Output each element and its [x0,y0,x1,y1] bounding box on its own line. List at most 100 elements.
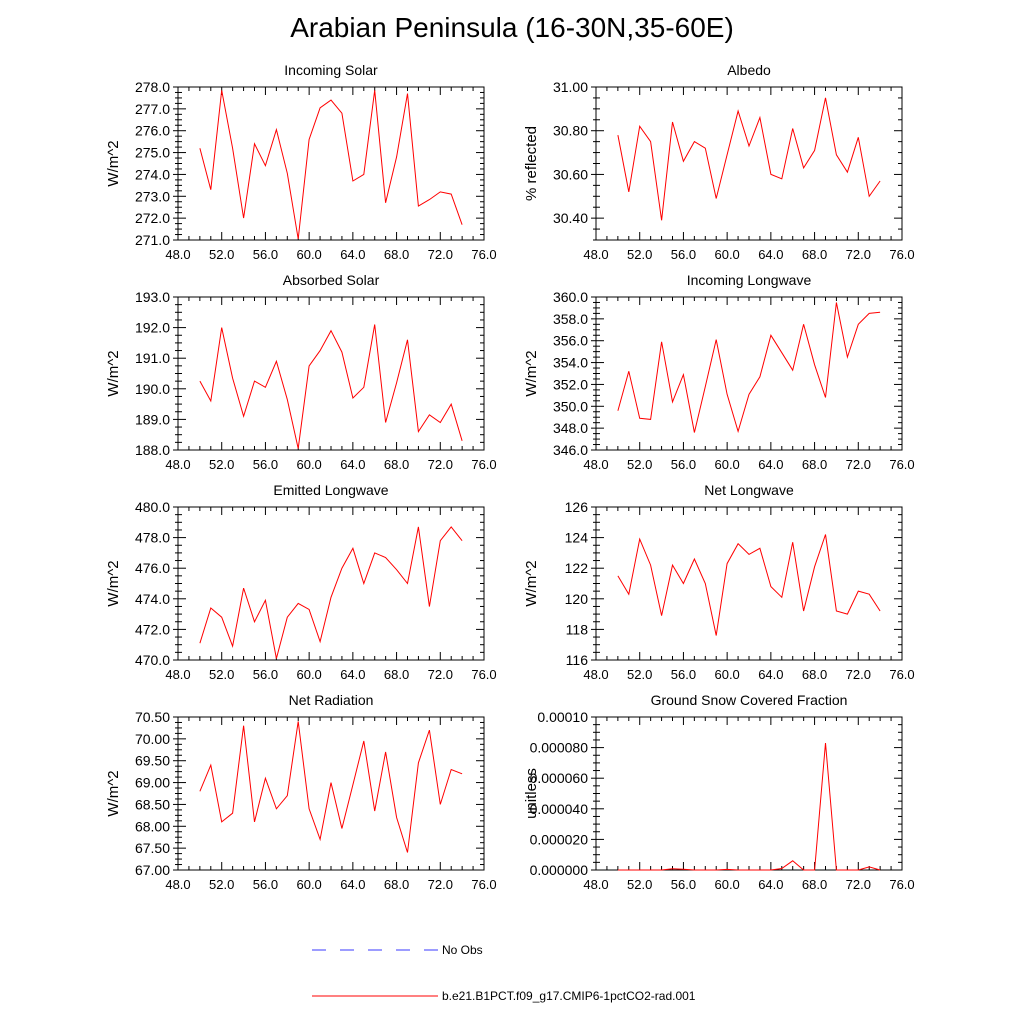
y-tick-label: 273.0 [135,188,170,204]
panel-absorbed-solar: Absorbed Solar W/m^2 48.0 52.0 56.0 60.0 64.0 6… [105,272,497,472]
x-tick-label: 60.0 [714,247,739,262]
y-tick-label: 30.60 [553,166,588,182]
x-tick-label: 72.0 [428,667,453,682]
x-tick-label: 68.0 [384,247,409,262]
y-tick-label: 67.00 [135,862,170,878]
x-tick-label: 56.0 [671,457,696,472]
x-tick-label: 60.0 [296,247,321,262]
x-tick-label: 76.0 [471,667,496,682]
y-tick-label: 191.0 [135,350,170,366]
y-tick-label: 118 [566,621,589,637]
panel-ground-snow-covered-fraction: Ground Snow Covered Fraction unitless 48.0… [523,692,915,892]
y-tick-label: 271.0 [135,232,170,248]
x-tick-label: 64.0 [340,667,365,682]
x-tick-label: 48.0 [165,247,190,262]
y-tick-label: 346.0 [553,442,588,458]
x-tick-label: 56.0 [671,247,696,262]
x-tick-label: 48.0 [583,247,608,262]
series-line [199,324,463,449]
x-tick-label: 48.0 [583,667,608,682]
panel-title: Net Longwave [704,482,794,498]
y-tick-label: 478.0 [135,530,170,546]
y-tick-label: 356.0 [553,333,588,349]
x-tick-label: 76.0 [889,877,914,892]
y-tick-label: 350.0 [553,398,588,414]
y-tick-label: 0.00010 [537,709,588,725]
y-axis-label: W/m^2 [523,350,540,396]
y-tick-label: 30.40 [553,210,588,226]
x-tick-label: 76.0 [889,457,914,472]
panel-albedo: Albedo % reflected 48.0 52.0 56.0 60.0 64.0 68.… [523,62,915,262]
legend: No Obs b.e21.B1PCT.f09_g17.CMIP6-1pctCO2-… [312,943,696,1003]
x-tick-label: 48.0 [583,457,608,472]
panel-title: Emitted Longwave [273,482,388,498]
x-tick-label: 56.0 [671,667,696,682]
x-tick-label: 60.0 [296,667,321,682]
x-tick-label: 64.0 [758,247,783,262]
x-tick-label: 68.0 [802,877,827,892]
y-tick-label: 124 [565,530,589,546]
y-tick-label: 116 [566,652,589,668]
y-tick-label: 192.0 [135,320,170,336]
plot-frame [595,86,903,241]
y-tick-label: 276.0 [135,123,170,139]
plot-frame [177,506,485,661]
panel-title: Incoming Longwave [687,272,812,288]
y-tick-label: 348.0 [553,420,588,436]
y-tick-label: 275.0 [135,145,170,161]
x-tick-label: 64.0 [758,877,783,892]
x-tick-label: 52.0 [627,877,652,892]
y-tick-label: 126 [565,499,589,515]
x-tick-label: 52.0 [627,457,652,472]
x-tick-label: 72.0 [428,247,453,262]
x-tick-label: 72.0 [846,877,871,892]
x-tick-label: 76.0 [471,247,496,262]
x-tick-label: 52.0 [209,457,234,472]
plot-frame [177,716,485,871]
panel-title: Net Radiation [289,692,374,708]
x-tick-label: 76.0 [471,457,496,472]
y-tick-label: 69.00 [135,775,170,791]
panel-title: Ground Snow Covered Fraction [651,692,848,708]
panel-net-radiation: Net Radiation W/m^2 48.0 52.0 56.0 60.0 64.0 68… [105,692,497,892]
y-axis-label: W/m^2 [105,560,122,606]
y-tick-label: 31.00 [553,79,588,95]
y-axis-label: W/m^2 [523,560,540,606]
legend-model-label: b.e21.B1PCT.f09_g17.CMIP6-1pctCO2-rad.00… [442,989,696,1003]
x-tick-label: 72.0 [846,457,871,472]
x-tick-label: 68.0 [384,667,409,682]
x-tick-label: 68.0 [802,667,827,682]
y-tick-label: 188.0 [135,442,170,458]
y-tick-label: 0.000020 [530,831,589,847]
x-tick-label: 52.0 [627,667,652,682]
series-line [199,90,463,239]
x-tick-label: 68.0 [802,247,827,262]
plot-frame [595,506,903,661]
y-tick-label: 470.0 [135,652,170,668]
y-tick-label: 360.0 [553,289,588,305]
x-tick-label: 48.0 [583,877,608,892]
x-tick-label: 68.0 [384,877,409,892]
series-line [617,302,881,434]
x-tick-label: 56.0 [253,877,278,892]
y-tick-label: 0.000000 [530,862,589,878]
plot-frame [595,296,903,451]
y-tick-label: 189.0 [135,411,170,427]
panel-incoming-longwave: Incoming Longwave W/m^2 48.0 52.0 56.0 60.0 64… [523,272,915,472]
legend-no-obs-label: No Obs [442,943,483,957]
y-tick-label: 190.0 [135,381,170,397]
y-tick-label: 122 [565,560,589,576]
x-tick-label: 56.0 [253,667,278,682]
x-tick-label: 64.0 [340,247,365,262]
series-line [617,534,881,636]
series-line [199,721,463,853]
y-tick-label: 70.50 [135,709,170,725]
y-axis-label: W/m^2 [105,140,122,186]
y-tick-label: 68.50 [135,796,170,812]
x-tick-label: 56.0 [253,247,278,262]
x-tick-label: 72.0 [846,247,871,262]
y-tick-label: 277.0 [135,101,170,117]
y-tick-label: 30.80 [553,123,588,139]
x-tick-label: 68.0 [384,457,409,472]
